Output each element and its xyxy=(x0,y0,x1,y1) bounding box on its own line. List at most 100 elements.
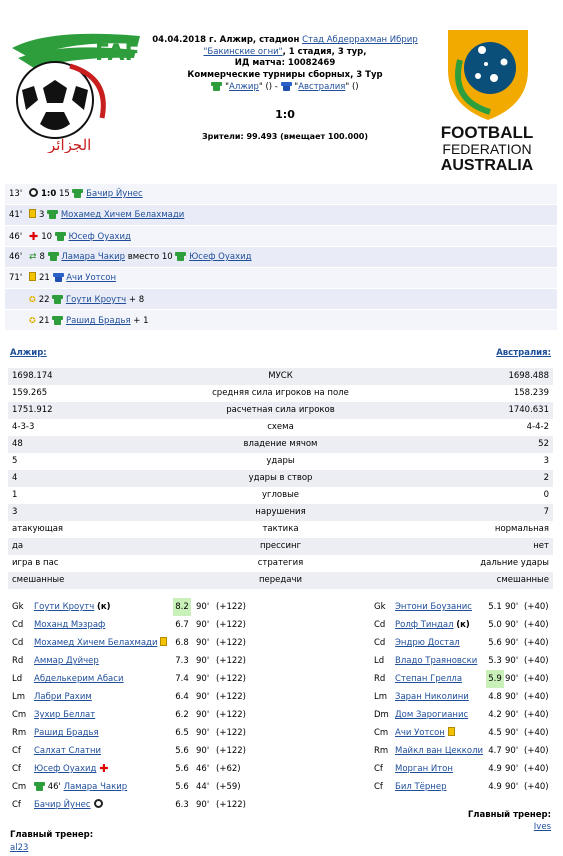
player-name-link[interactable]: Лабри Рахим xyxy=(34,692,92,702)
stat-row: тактика атакующая нормальная xyxy=(8,521,553,538)
event-player-number: 21 xyxy=(39,273,50,283)
player-name-link[interactable]: Аммар Дуйчер xyxy=(34,656,99,666)
match-stage: , 1 стадия, 3 тур, xyxy=(282,46,367,57)
stat-label: стратегия xyxy=(257,558,304,568)
player-rating: 5.1 xyxy=(488,602,502,612)
event-player-number: 10 xyxy=(41,232,53,242)
player-rating: 4.7 xyxy=(488,746,502,756)
player-name-link[interactable]: Ламара Чакир xyxy=(63,782,128,792)
player-name-link[interactable]: Мохамед Хичем Белахмади xyxy=(34,638,158,648)
event-player-number: 21 xyxy=(38,316,50,326)
stat-row: средняя сила игроков на поле 159.265 158.2… xyxy=(8,385,553,402)
match-stats: МУСК 1698.174 1698.488 средняя сила игроков… xyxy=(8,368,553,589)
player-row: Rm Рашид Брадья 6.5 90' (+122) xyxy=(8,724,278,742)
away-lineup: Gk Энтони Боузанис 5.1 90' (+40) Cd Ролф Тинда… xyxy=(370,598,555,796)
home-team-link[interactable]: Алжир xyxy=(229,82,259,92)
player-name-link[interactable]: Моханд Мэзраф xyxy=(34,620,106,630)
away-coach-label: Главный тренер: xyxy=(467,810,551,820)
best-player-icon: ✪ xyxy=(29,316,36,325)
player-minutes: 90' xyxy=(196,746,210,756)
event-player-link[interactable]: Юсеф Оуахид xyxy=(68,232,131,242)
yellow-card-icon xyxy=(29,209,36,218)
player-name-link[interactable]: Владо Траяновски xyxy=(395,656,478,666)
player-name-link[interactable]: Бачир Йунес xyxy=(34,800,91,810)
stat-row: МУСК 1698.174 1698.488 xyxy=(8,368,553,385)
stat-label: тактика xyxy=(262,524,299,534)
player-name-link[interactable]: Бил Тёрнер xyxy=(395,782,447,792)
player-row: Cf Морган Итон 4.9 90' (+40) xyxy=(370,760,555,778)
player-position: Gk xyxy=(12,602,24,612)
player-name-cell: Майкл ван Цекколи xyxy=(395,742,483,760)
stat-home-value: 3 xyxy=(12,507,18,517)
player-name-link[interactable]: Майкл ван Цекколи xyxy=(395,746,484,756)
stat-home-value: смешанные xyxy=(12,575,65,585)
player-name-link[interactable]: Заран Николини xyxy=(395,692,469,702)
player-rating: 6.7 xyxy=(175,620,189,630)
player-name-link[interactable]: Дом Зарогианис xyxy=(395,710,469,720)
player-bonus: (+122) xyxy=(216,710,246,720)
player-row: Cd Ролф Тиндал (к) 5.0 90' (+40) xyxy=(370,616,555,634)
home-shirt-icon xyxy=(211,81,223,91)
stat-away-value: 158.239 xyxy=(513,388,549,398)
away-team-link[interactable]: Австралия xyxy=(298,82,346,92)
home-coach-name[interactable]: al23 xyxy=(10,843,29,853)
player-position: Cf xyxy=(12,800,21,810)
player-name-link[interactable]: Салхат Слатни xyxy=(34,746,102,756)
player-name-link[interactable]: Энтони Боузанис xyxy=(395,602,472,612)
event-player-number: 8 xyxy=(39,252,45,262)
stat-home-value: 159.265 xyxy=(12,388,48,398)
stat-home-value: 1698.174 xyxy=(12,371,53,381)
player-name-link[interactable]: Ачи Уотсон xyxy=(395,728,445,738)
away-team-title[interactable]: Австралия: xyxy=(496,348,551,358)
event-extra: + 1 xyxy=(130,316,149,326)
player-name-link[interactable]: Зухир Беллат xyxy=(34,710,96,720)
player-rating: 4.2 xyxy=(488,710,502,720)
player-name-link[interactable]: Эндрю Достал xyxy=(395,638,460,648)
player-rating: 4.9 xyxy=(488,764,502,774)
team-shirt-icon xyxy=(54,231,66,241)
player-name-cell: Ачи Уотсон xyxy=(395,724,455,742)
team-shirt-icon xyxy=(175,251,187,261)
event-minute: 41' xyxy=(9,210,23,220)
player-row: Cm Ачи Уотсон 4.5 90' (+40) xyxy=(370,724,555,742)
player-rating: 4.8 xyxy=(488,692,502,702)
player-name-link[interactable]: Юсеф Оуахид xyxy=(34,764,97,774)
player-name-link[interactable]: Степан Грелла xyxy=(395,674,463,684)
stat-label: угловые xyxy=(261,490,300,500)
event-player-link[interactable]: Ачи Уотсон xyxy=(66,273,117,283)
stadium-link[interactable]: Стад Абдеррахман Ибрир xyxy=(302,35,418,45)
home-team-title[interactable]: Алжир: xyxy=(10,348,47,358)
player-bonus: (+40) xyxy=(524,674,549,684)
event-player-link[interactable]: Гоути Кроутч xyxy=(65,295,127,305)
player-name-link[interactable]: Морган Итон xyxy=(395,764,453,774)
event-player-link[interactable]: Мохамед Хичем Белахмади xyxy=(60,210,185,220)
player-name-cell: Зухир Беллат xyxy=(34,706,95,724)
away-logo-line3: AUSTRALIA xyxy=(441,157,534,174)
stat-row: схема 4-3-3 4-4-2 xyxy=(8,419,553,436)
injury-cross-icon: ✚ xyxy=(29,230,39,243)
away-coach-name[interactable]: Ives xyxy=(533,822,551,832)
player-name-link[interactable]: Ролф Тиндал xyxy=(395,620,454,630)
player-rating: 5.9 xyxy=(486,670,504,688)
player-name-link[interactable]: Рашид Брадья xyxy=(34,728,99,738)
event-player-link[interactable]: Рашид Брадья xyxy=(65,316,131,326)
player-name-link[interactable]: Абделькерим Абаси xyxy=(34,674,124,684)
event-player2-link[interactable]: Юсеф Оуахид xyxy=(189,252,252,262)
player-bonus: (+40) xyxy=(524,656,549,666)
event-player-link[interactable]: Ламара Чакир xyxy=(61,252,125,262)
weather-link[interactable]: "Бакинские огни" xyxy=(203,46,283,57)
player-bonus: (+40) xyxy=(524,728,549,738)
player-name-link[interactable]: Гоути Кроутч xyxy=(34,602,95,612)
player-position: Cd xyxy=(374,638,386,648)
player-position: Ld xyxy=(12,674,23,684)
player-rating: 5.6 xyxy=(175,746,189,756)
player-minutes: 90' xyxy=(505,638,519,648)
event-player-link[interactable]: Бачир Йунес xyxy=(86,189,143,199)
player-rating: 5.6 xyxy=(488,638,502,648)
player-name-cell: Лабри Рахим xyxy=(34,688,92,706)
player-position: Rd xyxy=(12,656,24,666)
player-name-cell: Гоути Кроутч (к) xyxy=(34,598,110,616)
player-name-cell: Эндрю Достал xyxy=(395,634,460,652)
goal-ball-icon xyxy=(93,799,103,808)
player-name-cell: Бачир Йунес xyxy=(34,796,103,814)
